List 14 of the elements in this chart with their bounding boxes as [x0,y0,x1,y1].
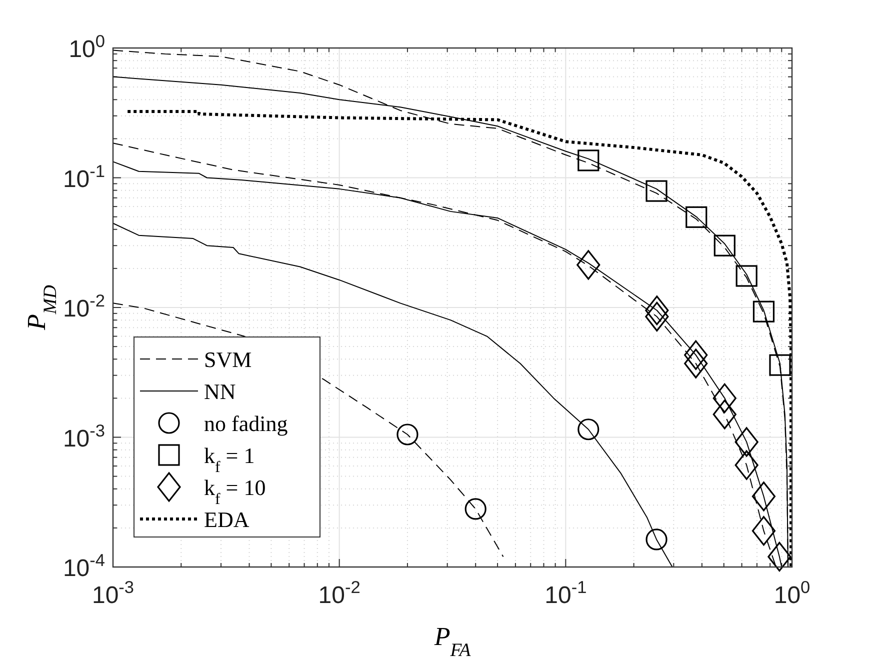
legend-label: EDA [204,507,250,532]
legend-label: no fading [204,411,288,436]
legend-label: k$_{f}$ = 10 [204,475,266,508]
x-tick-label: 10$^{-1}$ [544,577,587,609]
y-tick-label: 10$^{-3}$ [62,420,105,452]
y-tick-label: 10$^{-2}$ [62,290,105,322]
legend-label: NN [204,379,236,404]
legend-label: SVM [204,347,252,372]
x-tick-label: 10$^{-2}$ [318,577,360,609]
x-tick-label: 10$^{0}$ [774,577,810,609]
x-axis-title: P$_{FA}$ [433,622,472,657]
legend-label: k$_{f}$ = 1 [204,443,255,476]
y-tick-label: 10$^{-1}$ [62,160,105,193]
y-tick-label: 10$^{0}$ [68,31,105,63]
